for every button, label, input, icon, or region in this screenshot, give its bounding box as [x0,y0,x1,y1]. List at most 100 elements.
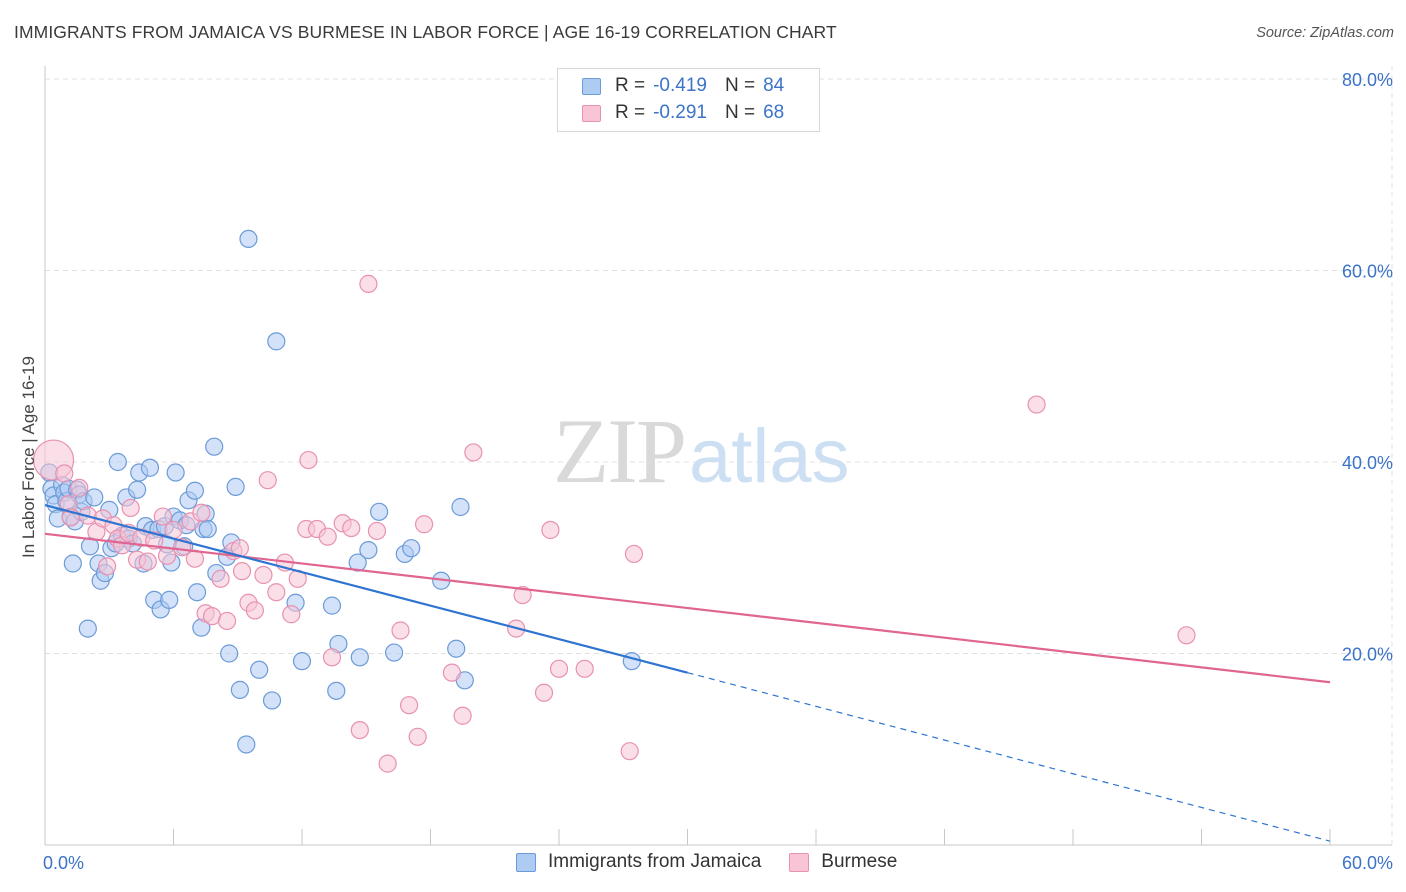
burmese-point [322,648,342,667]
legend-row-jamaica: R = -0.419 N = 84 [582,74,784,98]
tick-labels: 20.0% 40.0% 60.0% 80.0% 0.0% 60.0% [43,70,1393,873]
burmese-point [513,585,532,605]
jamaica-point [262,691,282,710]
burmese-point [399,696,419,715]
axes [44,66,1392,846]
jamaica-point [226,477,245,496]
x-tick-label: 0.0% [43,853,84,873]
jamaica-point [78,619,97,638]
burmese-point [138,552,157,571]
burmese-point [453,706,472,725]
jamaica-point [402,539,421,558]
jamaica-point [327,681,346,700]
jamaica-point [205,437,224,456]
burmese-point [70,478,89,497]
burmese-point [1027,395,1046,414]
jamaica-point [267,332,286,351]
burmese-point [534,683,554,702]
burmese-point [98,557,117,576]
burmese-point [442,663,462,682]
jamaica-trend-extension [687,672,1331,842]
burmese-point [342,518,361,538]
burmese-point [624,544,644,564]
burmese-point [267,583,286,602]
y-axis-label: In Labor Force | Age 16-19 [19,356,38,558]
gridlines [45,66,1393,845]
burmese-point [549,659,569,678]
jamaica-point [198,519,217,539]
jamaica-point [127,480,147,499]
legend-label-burmese: Burmese [821,851,898,872]
jamaica-point [348,553,367,572]
legend-item-jamaica: Immigrants from Jamaica [516,851,761,873]
series-burmese-points [32,274,1196,773]
n-label: N = [724,102,756,123]
burmese-point [575,659,594,678]
jamaica-swatch [582,77,601,95]
burmese-point [299,450,318,470]
burmese-point [541,520,560,540]
burmese-point [202,607,222,626]
y-tick-label: 20.0% [1342,645,1393,665]
r-value: -0.291 [653,102,707,123]
burmese-legend-swatch [789,852,810,872]
legend-label-jamaica: Immigrants from Jamaica [548,851,762,872]
burmese-point [211,569,230,588]
burmese-point [145,531,164,550]
jamaica-point [350,648,369,667]
burmese-point [367,521,387,541]
burmese-point [245,601,264,620]
burmese-point [408,727,427,746]
jamaica-point [451,497,470,517]
jamaica-point [185,481,205,500]
jamaica-point [447,639,466,658]
jamaica-point [292,652,312,671]
jamaica-point [160,590,179,609]
series-legend: Immigrants from Jamaica Burmese [516,851,925,873]
burmese-point [378,754,397,773]
jamaica-trend-line [44,504,688,674]
jamaica-point [622,652,641,671]
legend-row-burmese: R = -0.291 N = 68 [582,101,784,125]
burmese-point [391,621,410,640]
burmese-point [414,515,434,534]
burmese-point [258,471,277,490]
jamaica-point [108,452,127,472]
jamaica-point [250,660,269,679]
jamaica-point [140,458,160,477]
n-value: 84 [763,75,785,96]
legend-item-burmese: Burmese [789,851,897,873]
y-tick-label: 80.0% [1342,70,1393,90]
burmese-point [55,464,74,483]
r-value: -0.419 [653,75,707,96]
jamaica-point [384,643,404,662]
r-label: R = [615,75,646,96]
jamaica-point [220,644,239,663]
jamaica-point [359,540,378,560]
jamaica-point [230,680,249,699]
burmese-point [217,611,237,631]
burmese-point [232,562,252,581]
r-label: R = [615,102,646,123]
burmese-point [192,503,211,522]
burmese-trend-line [44,532,1331,684]
y-tick-label: 40.0% [1342,453,1393,473]
jamaica-point [322,596,342,615]
jamaica-point [63,554,82,573]
burmese-point [254,565,273,585]
jamaica-point [85,488,104,507]
series-jamaica-points [40,229,641,754]
jamaica-point [370,502,389,521]
burmese-point [282,605,301,624]
source-credit: Source: ZipAtlas.com [1256,25,1394,41]
burmese-point [359,274,378,294]
y-tick-label: 60.0% [1342,262,1393,282]
correlation-legend: R = -0.419 N = 84 R = -0.291 N = 68 [557,68,820,132]
trend-lines [44,504,1331,842]
burmese-point [318,527,337,546]
burmese-point [350,720,369,740]
jamaica-legend-swatch [516,852,536,872]
burmese-swatch [582,104,601,122]
n-value: 68 [763,102,785,123]
